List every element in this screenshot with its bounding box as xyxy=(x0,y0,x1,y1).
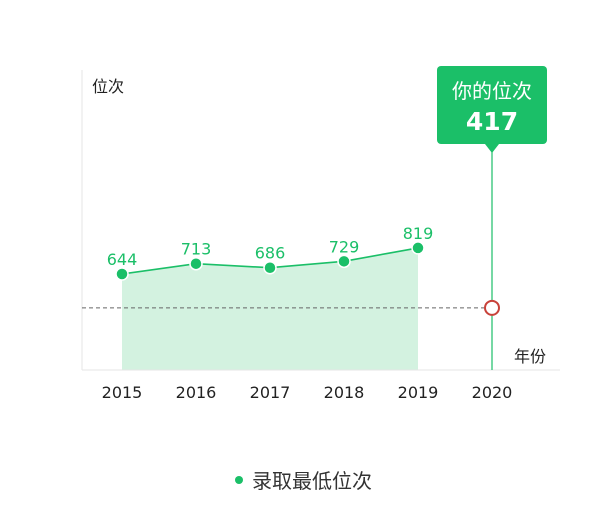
x-tick-label-2015: 2015 xyxy=(102,383,143,402)
data-label-2016: 713 xyxy=(181,240,212,259)
your-rank-marker[interactable] xyxy=(484,299,500,316)
your-rank-callout-title: 你的位次 xyxy=(452,79,532,103)
data-point-2017[interactable] xyxy=(263,260,277,275)
x-tick-label-2017: 2017 xyxy=(250,383,291,402)
x-tick-label-2018: 2018 xyxy=(324,383,365,402)
your-rank-callout-box xyxy=(437,66,547,144)
x-axis-label: 年份 xyxy=(514,347,546,366)
x-tick-label-2016: 2016 xyxy=(176,383,217,402)
data-point-2016[interactable] xyxy=(189,256,203,271)
data-label-2018: 729 xyxy=(329,237,360,256)
data-point-2015[interactable] xyxy=(115,267,129,281)
data-label-2015: 644 xyxy=(107,250,138,269)
series-area xyxy=(122,247,418,370)
legend-label: 录取最低位次 xyxy=(252,469,372,493)
data-label-2017: 686 xyxy=(255,244,286,263)
x-tick-label-2020: 2020 xyxy=(472,383,513,402)
legend: 录取最低位次 xyxy=(0,465,607,494)
data-point-2019[interactable] xyxy=(411,241,425,255)
x-tick-label-2019: 2019 xyxy=(398,383,439,402)
y-axis-label: 位次 xyxy=(92,77,124,96)
your-rank-callout-value: 417 xyxy=(466,107,518,136)
your-rank-callout-pointer xyxy=(485,144,499,153)
data-label-2019: 819 xyxy=(403,224,434,243)
data-point-2018[interactable] xyxy=(337,254,351,269)
legend-marker-dot xyxy=(235,475,243,484)
